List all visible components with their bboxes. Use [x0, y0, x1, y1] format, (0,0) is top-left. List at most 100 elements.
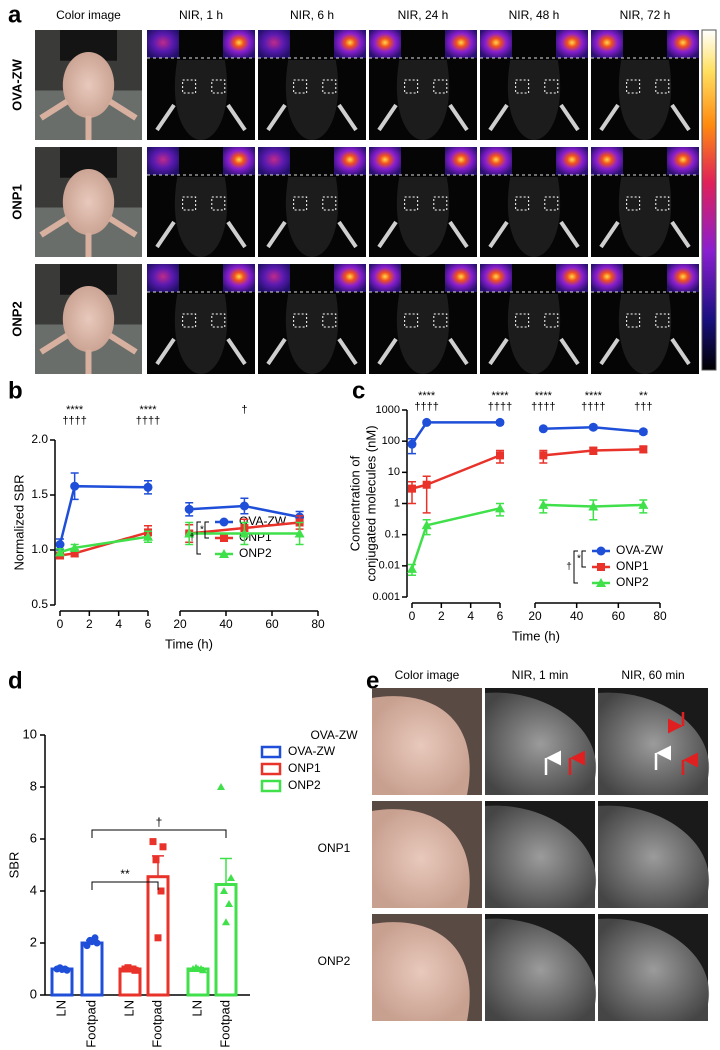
- y-axis-label: conjugated molecules (nM): [363, 425, 378, 581]
- roi-box: [544, 79, 559, 94]
- image: [485, 914, 597, 1021]
- roi-box: [655, 313, 670, 328]
- data-point: [596, 546, 606, 556]
- roi-box: [293, 313, 308, 328]
- inset: [556, 264, 588, 292]
- mouse-body: [372, 922, 470, 1021]
- roi-box: [404, 313, 419, 328]
- data-point: [538, 499, 549, 509]
- significance: ††††: [62, 415, 86, 427]
- footpad: [599, 337, 691, 366]
- x-tick-label: 20: [173, 617, 187, 631]
- bracket-label: **: [120, 867, 130, 881]
- data-point: [152, 856, 160, 864]
- inset: [556, 30, 588, 58]
- x-tick-label: 0: [409, 609, 416, 623]
- footpad: [377, 220, 469, 249]
- y-tick-label: 10: [388, 466, 400, 478]
- significance: †: [241, 404, 247, 416]
- data-point: [69, 542, 80, 552]
- image: [147, 147, 255, 257]
- data-point: [194, 965, 202, 972]
- data-point: [239, 501, 249, 511]
- column-header: NIR, 1 min: [512, 668, 569, 682]
- data-point: [55, 547, 65, 557]
- data-point: [422, 417, 432, 427]
- row-label: ONP1: [318, 841, 351, 855]
- x-tick-label: LN: [189, 1000, 204, 1017]
- significance: ****: [66, 404, 84, 416]
- image: [369, 30, 477, 140]
- bracket: [91, 881, 159, 890]
- data-point: [149, 838, 157, 846]
- series: [186, 783, 238, 997]
- roi-box: [626, 79, 641, 94]
- footpad: [488, 103, 580, 132]
- significance: ****: [139, 404, 157, 416]
- data-point: [220, 887, 228, 894]
- image: [372, 801, 482, 908]
- row-label: OVA-ZW: [9, 58, 24, 110]
- mouse-fur: [60, 30, 117, 61]
- inset: [480, 147, 512, 175]
- mouse-body: [485, 692, 597, 795]
- roi-box: [182, 313, 197, 328]
- column-header: NIR, 24 h: [398, 8, 449, 22]
- inset: [334, 30, 366, 58]
- data-point: [83, 942, 91, 950]
- image: [372, 688, 482, 795]
- row-label: OVA-ZW: [310, 728, 358, 742]
- image: [598, 914, 710, 1021]
- data-point: [159, 843, 167, 851]
- legend-bracket: [196, 521, 209, 555]
- bracket-label: †: [156, 815, 163, 829]
- data-point: [70, 549, 79, 558]
- y-tick-label: 1.0: [31, 542, 48, 556]
- image: [598, 688, 710, 795]
- y-tick-label: 8: [30, 778, 37, 793]
- x-tick-label: 80: [311, 617, 325, 631]
- panel-label: e: [366, 667, 379, 694]
- y-tick-label: 10: [23, 726, 37, 741]
- roi-box: [433, 79, 448, 94]
- inset: [147, 264, 179, 292]
- footpad: [599, 220, 691, 249]
- roi-box: [655, 79, 670, 94]
- footpad: [377, 337, 469, 366]
- error-bar: [220, 857, 232, 885]
- data-point: [495, 417, 505, 427]
- footpad: [155, 103, 247, 132]
- significance: **: [639, 390, 648, 402]
- roi-box: [626, 196, 641, 211]
- y-tick-label: 0: [30, 986, 37, 1001]
- data-point: [408, 484, 416, 493]
- footpad: [155, 220, 247, 249]
- image: [258, 264, 366, 374]
- x-tick-label: Footpad: [149, 1000, 164, 1048]
- x-tick-label: 60: [612, 609, 626, 623]
- mouse-body: [372, 696, 470, 795]
- roi-box: [211, 313, 226, 328]
- inset: [591, 30, 623, 58]
- inset: [258, 147, 290, 175]
- significance: ††††: [581, 401, 605, 413]
- roi-box: [322, 79, 337, 94]
- data-point: [143, 482, 153, 492]
- x-tick-label: 4: [467, 609, 474, 623]
- x-tick-label: 4: [115, 617, 122, 631]
- roi-box: [515, 313, 530, 328]
- legend-label: ONP1: [616, 559, 649, 573]
- y-tick-label: 2: [30, 934, 37, 949]
- x-axis-label: Time (h): [512, 628, 560, 643]
- colorbar: [701, 29, 717, 371]
- inset: [480, 30, 512, 58]
- y-tick-label: 0.001: [372, 591, 400, 603]
- mouse-legs: [39, 332, 138, 374]
- image: [258, 30, 366, 140]
- data-point: [539, 451, 548, 460]
- data-point: [639, 445, 648, 454]
- inset: [667, 147, 699, 175]
- legend-bracket-label: †: [566, 562, 572, 573]
- y-tick-label: 2.0: [31, 432, 48, 446]
- data-point: [294, 528, 305, 538]
